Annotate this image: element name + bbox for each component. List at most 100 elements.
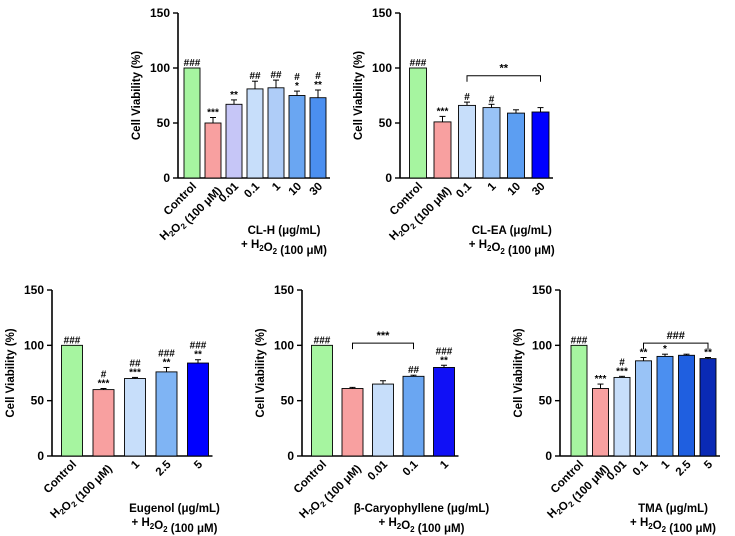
significance-label: * xyxy=(295,81,299,92)
x-tick-label: 0.01 xyxy=(605,458,630,483)
y-tick-label: 50 xyxy=(157,116,171,130)
significance-label: *** xyxy=(595,374,607,385)
bar xyxy=(678,354,695,457)
x-tick-label: 1 xyxy=(659,458,672,471)
x-tick-label: Control xyxy=(292,459,329,496)
bar xyxy=(433,121,452,179)
y-tick-label: 100 xyxy=(150,61,170,75)
x-tick-label: 10 xyxy=(506,181,524,199)
y-axis-label: Cell Viability (%) xyxy=(255,328,267,417)
x-axis-label-line2: + H2O2 (100 μM) xyxy=(469,239,555,257)
x-tick-label: 5 xyxy=(702,458,715,471)
y-tick-label: 100 xyxy=(24,338,44,352)
bar xyxy=(92,389,115,457)
y-tick-label: 0 xyxy=(385,171,392,185)
y-tick-label: 0 xyxy=(545,449,552,463)
y-axis-label: Cell Viability (%) xyxy=(353,51,365,140)
bar xyxy=(409,67,427,179)
x-axis-label: TMA (μg/mL) xyxy=(638,503,708,515)
significance-label: ** xyxy=(704,348,712,359)
y-axis-label: Cell Viability (%) xyxy=(131,51,143,140)
bracket-significance-label: *** xyxy=(377,330,391,342)
x-tick-label: 30 xyxy=(308,181,326,199)
significance-label: *** xyxy=(129,367,141,378)
significance-label: ** xyxy=(440,355,448,366)
x-tick-label: 1 xyxy=(438,458,451,471)
x-tick-label: Control xyxy=(42,459,79,496)
significance-label: # xyxy=(315,71,321,82)
x-axis-label: CL-EA (μg/mL) xyxy=(472,225,552,237)
x-axis-label-line2: + H2O2 (100 μM) xyxy=(132,517,218,535)
y-tick-label: 100 xyxy=(274,338,294,352)
significance-label: # xyxy=(619,357,625,368)
y-tick-label: 0 xyxy=(287,449,294,463)
bar xyxy=(531,111,550,179)
significance-label: ** xyxy=(314,80,322,91)
bar xyxy=(288,95,306,179)
significance-label: ** xyxy=(230,90,238,101)
x-axis-label-line2: + H2O2 (100 μM) xyxy=(241,239,327,257)
chart-panel-cl-ea: Cell Viability (%)050100150###Control***… xyxy=(353,6,555,257)
significance-label: ### xyxy=(190,341,207,352)
bar xyxy=(507,112,525,179)
x-tick-label: 30 xyxy=(530,181,548,199)
bar xyxy=(656,355,674,457)
bar xyxy=(635,360,652,457)
bar xyxy=(246,88,264,179)
x-tick-label: 10 xyxy=(287,181,305,199)
y-axis-label: Cell Viability (%) xyxy=(513,328,525,417)
y-tick-label: 150 xyxy=(532,283,552,297)
x-tick-label: 0.1 xyxy=(242,180,262,200)
y-tick-label: 100 xyxy=(532,338,552,352)
bar xyxy=(458,104,476,179)
significance-label: ### xyxy=(410,58,427,69)
bar xyxy=(267,87,285,179)
x-tick-label: 1 xyxy=(270,180,283,193)
bar xyxy=(183,67,201,179)
bar xyxy=(309,97,327,179)
bracket-significance-label: ### xyxy=(667,330,685,342)
x-tick-label: 5 xyxy=(192,458,205,471)
bar xyxy=(124,378,146,457)
significance-label: *** xyxy=(207,108,219,119)
bar xyxy=(311,344,333,457)
x-axis-label-line2: + H2O2 (100 μM) xyxy=(379,517,465,535)
significance-label: # xyxy=(101,369,107,380)
significance-label: ### xyxy=(571,335,588,346)
chart-panel-eugenol: Cell Viability (%)050100150###Control#**… xyxy=(5,283,220,535)
comparison-bracket xyxy=(466,75,541,82)
bar xyxy=(204,122,222,179)
x-tick-label: 2.5 xyxy=(674,458,694,478)
y-tick-label: 50 xyxy=(281,394,295,408)
x-axis-label: CL-H (μg/mL) xyxy=(248,225,321,237)
significance-label: ### xyxy=(184,58,201,69)
significance-label: *** xyxy=(437,106,449,117)
bar xyxy=(482,107,501,179)
y-tick-label: 0 xyxy=(163,171,170,185)
y-tick-label: 100 xyxy=(372,61,392,75)
x-axis-label-line2: + H2O2 (100 μM) xyxy=(630,517,716,535)
y-tick-label: 150 xyxy=(150,6,170,20)
bar xyxy=(187,362,209,457)
comparison-bracket xyxy=(643,342,709,350)
x-tick-label: 0.01 xyxy=(366,458,391,483)
y-axis-label: Cell Viability (%) xyxy=(5,328,17,417)
x-tick-label: H2O2 (100 μM) xyxy=(297,459,364,526)
y-tick-label: 0 xyxy=(37,449,44,463)
x-tick-label: 0.1 xyxy=(454,180,474,200)
significance-label: ### xyxy=(314,335,331,346)
y-tick-label: 150 xyxy=(372,6,392,20)
significance-label: ## xyxy=(270,70,282,81)
significance-label: ### xyxy=(158,348,175,359)
significance-label: ** xyxy=(163,357,171,368)
significance-label: *** xyxy=(98,378,110,389)
significance-label: # xyxy=(489,94,495,105)
x-axis-label: β-Caryophyllene (μg/mL) xyxy=(354,503,490,515)
y-tick-label: 150 xyxy=(24,283,44,297)
bar xyxy=(613,376,631,457)
y-tick-label: 50 xyxy=(379,116,393,130)
significance-label: *** xyxy=(616,366,628,377)
bar xyxy=(402,375,425,457)
x-axis-label: Eugenol (μg/mL) xyxy=(129,503,220,515)
